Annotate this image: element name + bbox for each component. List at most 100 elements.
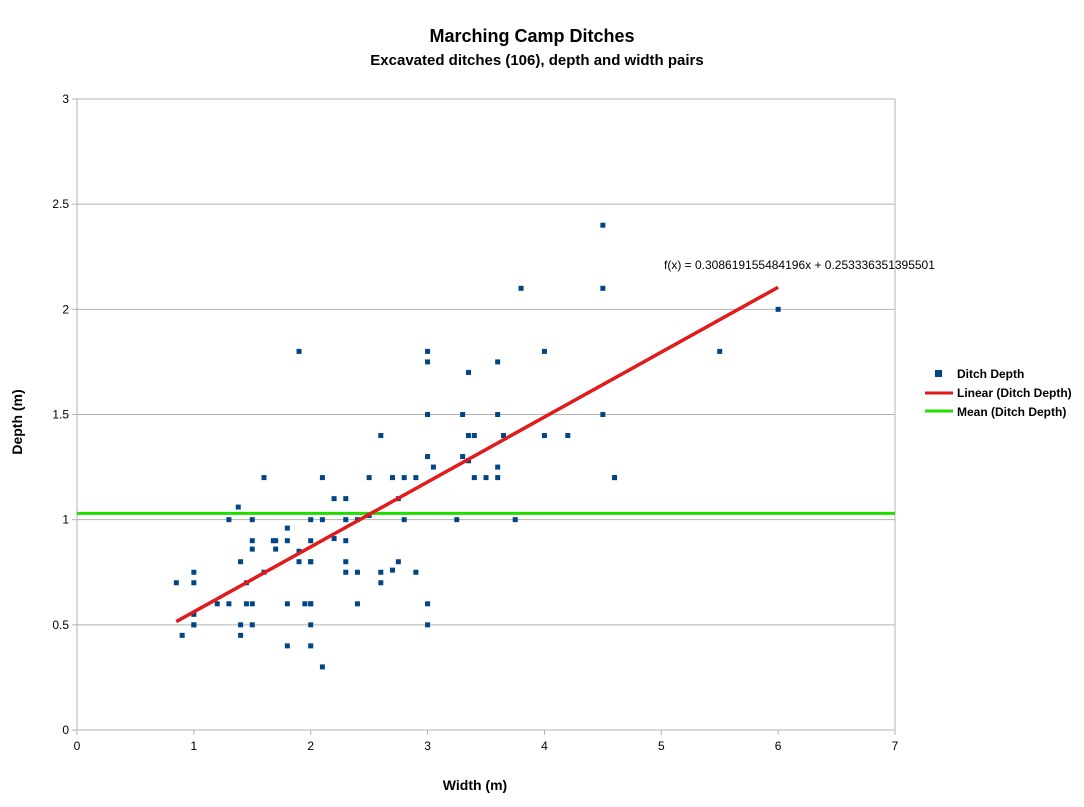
data-point — [425, 412, 431, 417]
data-point — [249, 517, 255, 523]
data-point — [378, 580, 384, 586]
data-point — [471, 475, 477, 481]
data-point — [775, 306, 781, 312]
x-tick-label: 5 — [658, 739, 665, 753]
data-point — [390, 567, 396, 573]
data-point — [495, 464, 501, 470]
data-point — [179, 632, 185, 638]
data-point — [191, 611, 197, 617]
trendline-series — [175, 285, 779, 624]
data-point — [296, 348, 302, 354]
x-tick-label: 2 — [307, 739, 314, 753]
data-point — [425, 348, 431, 354]
data-point — [465, 369, 471, 375]
data-point — [319, 664, 325, 670]
data-point — [284, 643, 290, 649]
x-tick-label: 3 — [424, 739, 431, 753]
data-point — [308, 643, 314, 649]
data-point — [273, 546, 279, 552]
data-point — [331, 496, 337, 502]
data-point — [717, 348, 723, 354]
data-point — [226, 601, 232, 607]
axes — [72, 98, 896, 735]
trend-line — [175, 285, 779, 624]
data-point — [483, 475, 489, 481]
data-point — [343, 538, 349, 544]
data-point — [425, 601, 431, 607]
data-point — [261, 475, 267, 481]
data-point — [565, 433, 571, 439]
data-point — [425, 622, 431, 628]
trendline-equation: f(x) = 0.308619155484196x + 0.2533363513… — [664, 258, 935, 272]
data-point — [378, 433, 384, 439]
legend-label-linear: Linear (Ditch Depth) — [957, 386, 1072, 400]
data-point — [366, 475, 372, 481]
data-point — [343, 496, 349, 502]
data-point — [214, 601, 220, 607]
data-point — [512, 517, 518, 523]
data-point — [319, 517, 325, 523]
data-point — [249, 622, 255, 628]
x-tick-label: 4 — [541, 739, 548, 753]
y-tick-label: 0.5 — [52, 618, 69, 632]
data-point — [378, 569, 384, 575]
chart-title: Marching Camp Ditches — [429, 26, 634, 46]
data-point — [343, 517, 349, 523]
data-point — [541, 433, 547, 439]
legend-label-ditch-depth: Ditch Depth — [957, 367, 1024, 381]
data-point — [308, 601, 314, 607]
data-point — [395, 559, 401, 565]
data-point — [465, 433, 471, 439]
data-point — [308, 559, 314, 565]
data-point — [243, 601, 249, 607]
data-point — [296, 548, 302, 554]
data-point — [600, 285, 606, 291]
x-axis-label: Width (m) — [443, 777, 507, 793]
data-point — [495, 359, 501, 365]
data-point — [612, 475, 618, 481]
data-point — [302, 601, 308, 607]
data-point — [541, 348, 547, 354]
x-tick-label: 0 — [74, 739, 81, 753]
data-point — [308, 517, 314, 523]
data-point — [249, 601, 255, 607]
data-point — [238, 559, 244, 565]
y-tick-label: 2.5 — [52, 197, 69, 211]
x-tick-label: 1 — [191, 739, 198, 753]
data-point — [518, 285, 524, 291]
y-tick-label: 1.5 — [52, 408, 69, 422]
data-point — [600, 412, 606, 417]
data-point — [425, 454, 431, 460]
data-point — [173, 580, 179, 586]
data-point — [343, 569, 349, 575]
data-point — [249, 538, 255, 544]
x-tick-label: 7 — [892, 739, 899, 753]
data-point — [319, 475, 325, 481]
data-point — [308, 538, 314, 544]
data-point — [191, 580, 197, 586]
y-tick-label: 0 — [62, 723, 69, 737]
data-point — [600, 222, 606, 228]
data-point — [495, 412, 501, 417]
legend-marker-ditch-depth — [935, 370, 942, 377]
legend: Ditch Depth Linear (Ditch Depth) Mean (D… — [925, 367, 1072, 419]
legend-label-mean: Mean (Ditch Depth) — [957, 405, 1066, 419]
data-point — [495, 475, 501, 481]
data-point — [401, 475, 407, 481]
data-point — [454, 517, 460, 523]
y-tick-label: 3 — [62, 92, 69, 106]
gridlines — [77, 98, 895, 731]
data-point — [191, 569, 197, 575]
x-tick-label: 6 — [775, 739, 782, 753]
data-point — [413, 475, 419, 481]
data-point — [460, 454, 466, 460]
data-point — [284, 538, 290, 544]
data-point — [471, 433, 477, 439]
chart-subtitle: Excavated ditches (106), depth and width… — [370, 52, 703, 69]
tick-labels: 0 0.5 1 1.5 2 2.5 3 0 1 2 3 4 5 6 7 — [52, 92, 898, 753]
data-point — [284, 601, 290, 607]
data-point — [413, 569, 419, 575]
data-point — [425, 359, 431, 365]
data-point — [308, 622, 314, 628]
